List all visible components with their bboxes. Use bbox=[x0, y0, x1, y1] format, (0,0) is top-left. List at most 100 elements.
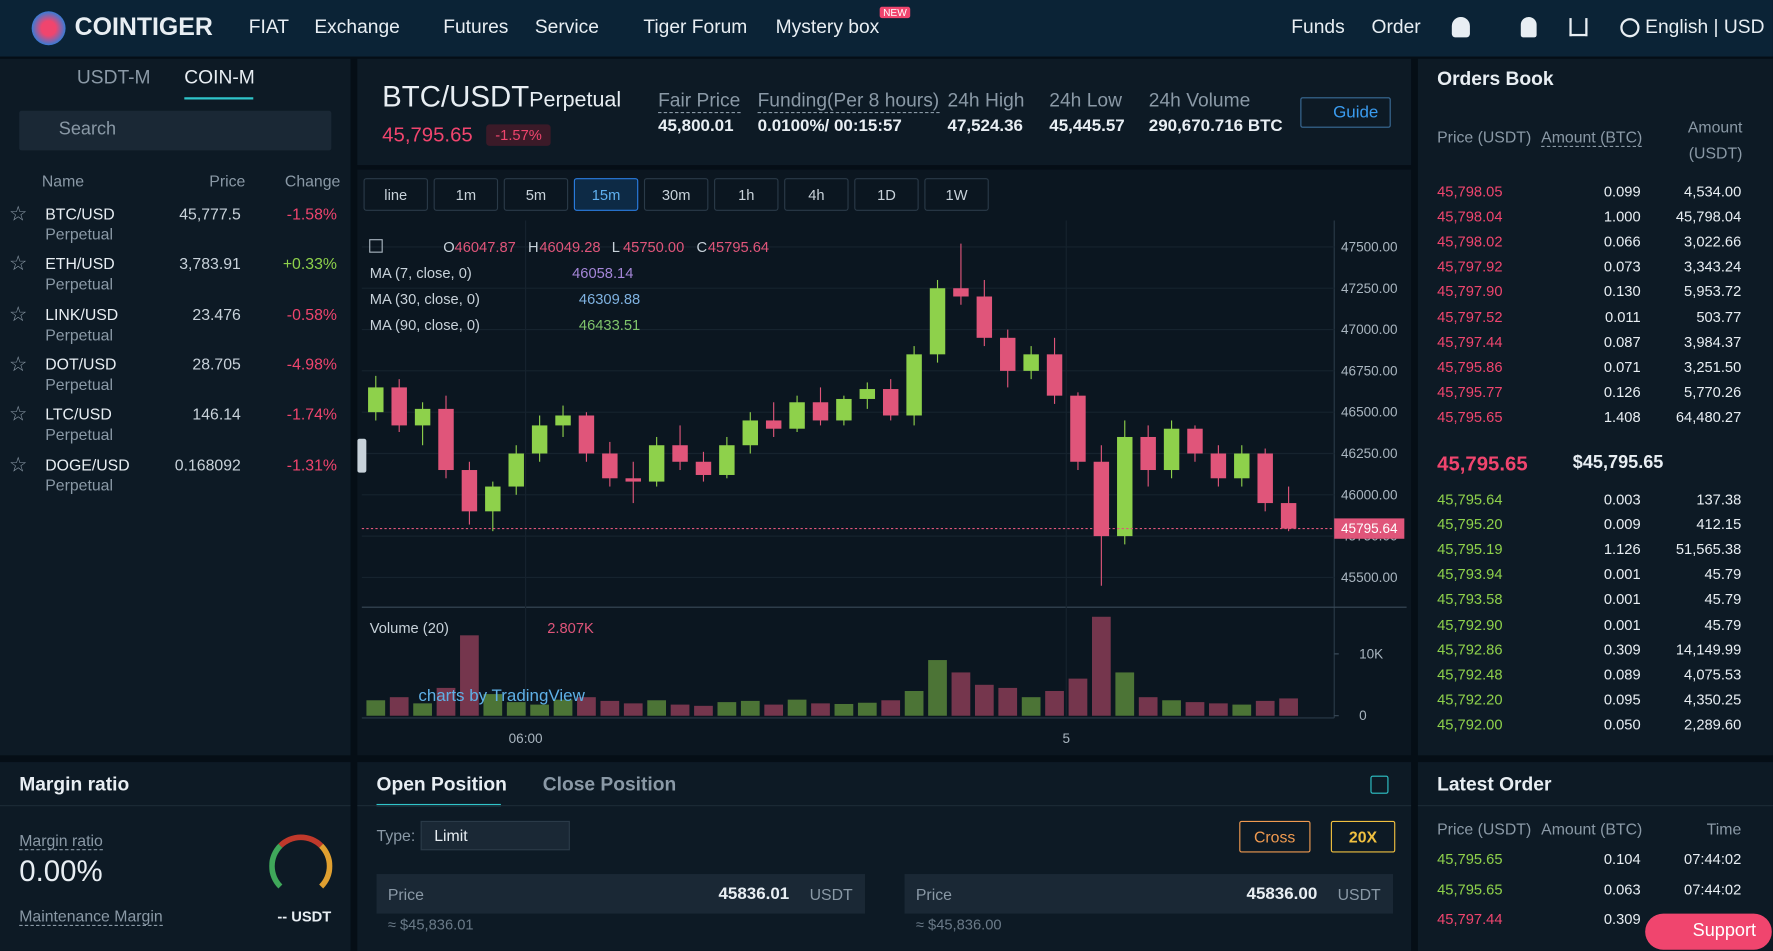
book-price[interactable]: 45,795.64 bbox=[1437, 490, 1503, 508]
book-price[interactable]: 45,792.90 bbox=[1437, 615, 1503, 633]
market-name[interactable]: ETH/USD bbox=[45, 254, 115, 273]
book-price[interactable]: 45,798.02 bbox=[1437, 233, 1503, 251]
candle-body bbox=[438, 408, 454, 471]
book-price[interactable]: 45,795.20 bbox=[1437, 515, 1503, 533]
logo[interactable]: COINTIGER bbox=[74, 12, 213, 41]
support-button[interactable]: Support bbox=[1645, 913, 1772, 950]
watermark: charts by TradingView bbox=[418, 686, 585, 705]
type-select[interactable] bbox=[420, 820, 570, 851]
nav-item[interactable]: Exchange bbox=[314, 15, 400, 38]
guide-button[interactable]: Guide bbox=[1300, 97, 1391, 128]
nav-link[interactable]: Order bbox=[1371, 15, 1421, 38]
book-price[interactable]: 45,792.86 bbox=[1437, 640, 1503, 658]
book-price[interactable]: 45,797.44 bbox=[1437, 333, 1503, 351]
interval-label[interactable]: line bbox=[384, 188, 407, 204]
y-tick-label: 46750.00 bbox=[1341, 363, 1398, 378]
star-icon[interactable]: ☆ bbox=[9, 252, 28, 276]
nav-item[interactable]: Service bbox=[534, 15, 599, 38]
collapse-handle[interactable] bbox=[357, 438, 367, 473]
nav-item[interactable]: Mystery box bbox=[775, 15, 880, 38]
book-price[interactable]: 45,792.20 bbox=[1437, 690, 1503, 708]
leverage-button[interactable]: 20X bbox=[1330, 820, 1396, 853]
price-input[interactable] bbox=[904, 874, 1394, 914]
market-name[interactable]: DOGE/USD bbox=[45, 455, 130, 474]
interval-button[interactable] bbox=[643, 178, 709, 211]
language[interactable]: English | USD bbox=[1645, 15, 1765, 38]
star-icon[interactable]: ☆ bbox=[9, 402, 28, 426]
margin-mode-button[interactable]: Cross bbox=[1239, 820, 1310, 853]
user-icon[interactable] bbox=[1451, 16, 1470, 38]
y-tick-label: 46000.00 bbox=[1341, 487, 1398, 502]
interval-button[interactable] bbox=[854, 178, 919, 211]
interval-label[interactable]: 4h bbox=[808, 188, 824, 204]
book-price[interactable]: 45,795.65 bbox=[1437, 408, 1503, 426]
interval-label[interactable]: 5m bbox=[526, 188, 546, 204]
book-price[interactable]: 45,792.48 bbox=[1437, 665, 1503, 683]
trade-amount: 0.063 bbox=[1603, 880, 1641, 898]
book-price[interactable]: 45,795.77 bbox=[1437, 383, 1503, 401]
interval-button[interactable] bbox=[784, 178, 849, 211]
book-price[interactable]: 45,797.52 bbox=[1437, 308, 1503, 326]
book-price[interactable]: 45,792.00 bbox=[1437, 715, 1503, 733]
star-icon[interactable]: ☆ bbox=[9, 302, 28, 326]
ohlc-label: H bbox=[528, 240, 539, 256]
market-type: Perpetual bbox=[45, 225, 113, 244]
interval-button[interactable] bbox=[433, 178, 499, 211]
market-name[interactable]: DOT/USD bbox=[45, 354, 117, 374]
candle-body bbox=[1210, 453, 1227, 479]
market-tab[interactable]: COIN-M bbox=[184, 66, 255, 89]
volume-bar bbox=[974, 684, 994, 716]
star-icon[interactable]: ☆ bbox=[9, 352, 28, 376]
book-price[interactable]: 45,798.05 bbox=[1437, 183, 1503, 201]
nav-link[interactable]: Funds bbox=[1291, 15, 1345, 38]
market-name[interactable]: LINK/USD bbox=[45, 304, 119, 323]
book-price[interactable]: 45,798.04 bbox=[1437, 208, 1503, 226]
bell-icon[interactable] bbox=[1520, 16, 1537, 38]
nav-item[interactable]: Tiger Forum bbox=[643, 15, 748, 38]
book-amount: 0.066 bbox=[1603, 233, 1641, 251]
nav-item[interactable]: FIAT bbox=[248, 15, 289, 38]
candle-body bbox=[602, 453, 618, 479]
interval-button[interactable] bbox=[714, 178, 779, 211]
book-price[interactable]: 45,793.58 bbox=[1437, 590, 1503, 608]
trade-tab[interactable]: Open Position bbox=[376, 773, 507, 795]
market-change: +0.33% bbox=[282, 254, 337, 273]
book-price[interactable]: 45,795.86 bbox=[1437, 358, 1503, 376]
calc-icon[interactable] bbox=[1370, 775, 1389, 794]
star-icon[interactable]: ☆ bbox=[9, 202, 28, 226]
download-icon[interactable] bbox=[1569, 18, 1588, 37]
candle-body bbox=[812, 402, 829, 421]
interval-button[interactable] bbox=[503, 178, 569, 211]
interval-label[interactable]: 30m bbox=[662, 188, 691, 204]
interval-button[interactable] bbox=[573, 178, 639, 211]
price-input[interactable] bbox=[376, 874, 865, 914]
candle-body bbox=[485, 486, 501, 512]
volume-label: Volume (20) bbox=[370, 621, 449, 637]
book-price[interactable]: 45,797.90 bbox=[1437, 283, 1503, 301]
legend-toggle[interactable] bbox=[369, 239, 383, 253]
input-label: Price bbox=[387, 885, 424, 904]
interval-button[interactable] bbox=[924, 178, 989, 211]
interval-label[interactable]: 1W bbox=[946, 188, 968, 204]
search-box[interactable] bbox=[19, 110, 332, 151]
market-tab[interactable]: USDT-M bbox=[76, 66, 151, 89]
candle-body bbox=[1140, 436, 1156, 471]
interval-label[interactable]: 1h bbox=[738, 188, 754, 204]
interval-label[interactable]: 1D bbox=[877, 188, 896, 204]
market-name[interactable]: LTC/USD bbox=[45, 405, 112, 424]
volume-bar bbox=[483, 694, 503, 716]
interval-label[interactable]: 15m bbox=[592, 188, 621, 204]
nav-item[interactable]: Futures bbox=[443, 15, 509, 38]
logo-icon[interactable] bbox=[31, 11, 66, 46]
book-price[interactable]: 45,797.92 bbox=[1437, 258, 1503, 276]
interval-button[interactable] bbox=[363, 178, 428, 211]
star-icon[interactable]: ☆ bbox=[9, 452, 28, 476]
interval-label[interactable]: 1m bbox=[456, 188, 476, 204]
book-price[interactable]: 45,795.19 bbox=[1437, 540, 1503, 558]
market-name[interactable]: BTC/USD bbox=[45, 204, 115, 223]
y-tick-label: 47000.00 bbox=[1341, 322, 1398, 337]
book-price[interactable]: 45,793.94 bbox=[1437, 565, 1503, 583]
globe-icon[interactable] bbox=[1620, 18, 1640, 38]
trade-tab[interactable]: Close Position bbox=[542, 773, 677, 795]
